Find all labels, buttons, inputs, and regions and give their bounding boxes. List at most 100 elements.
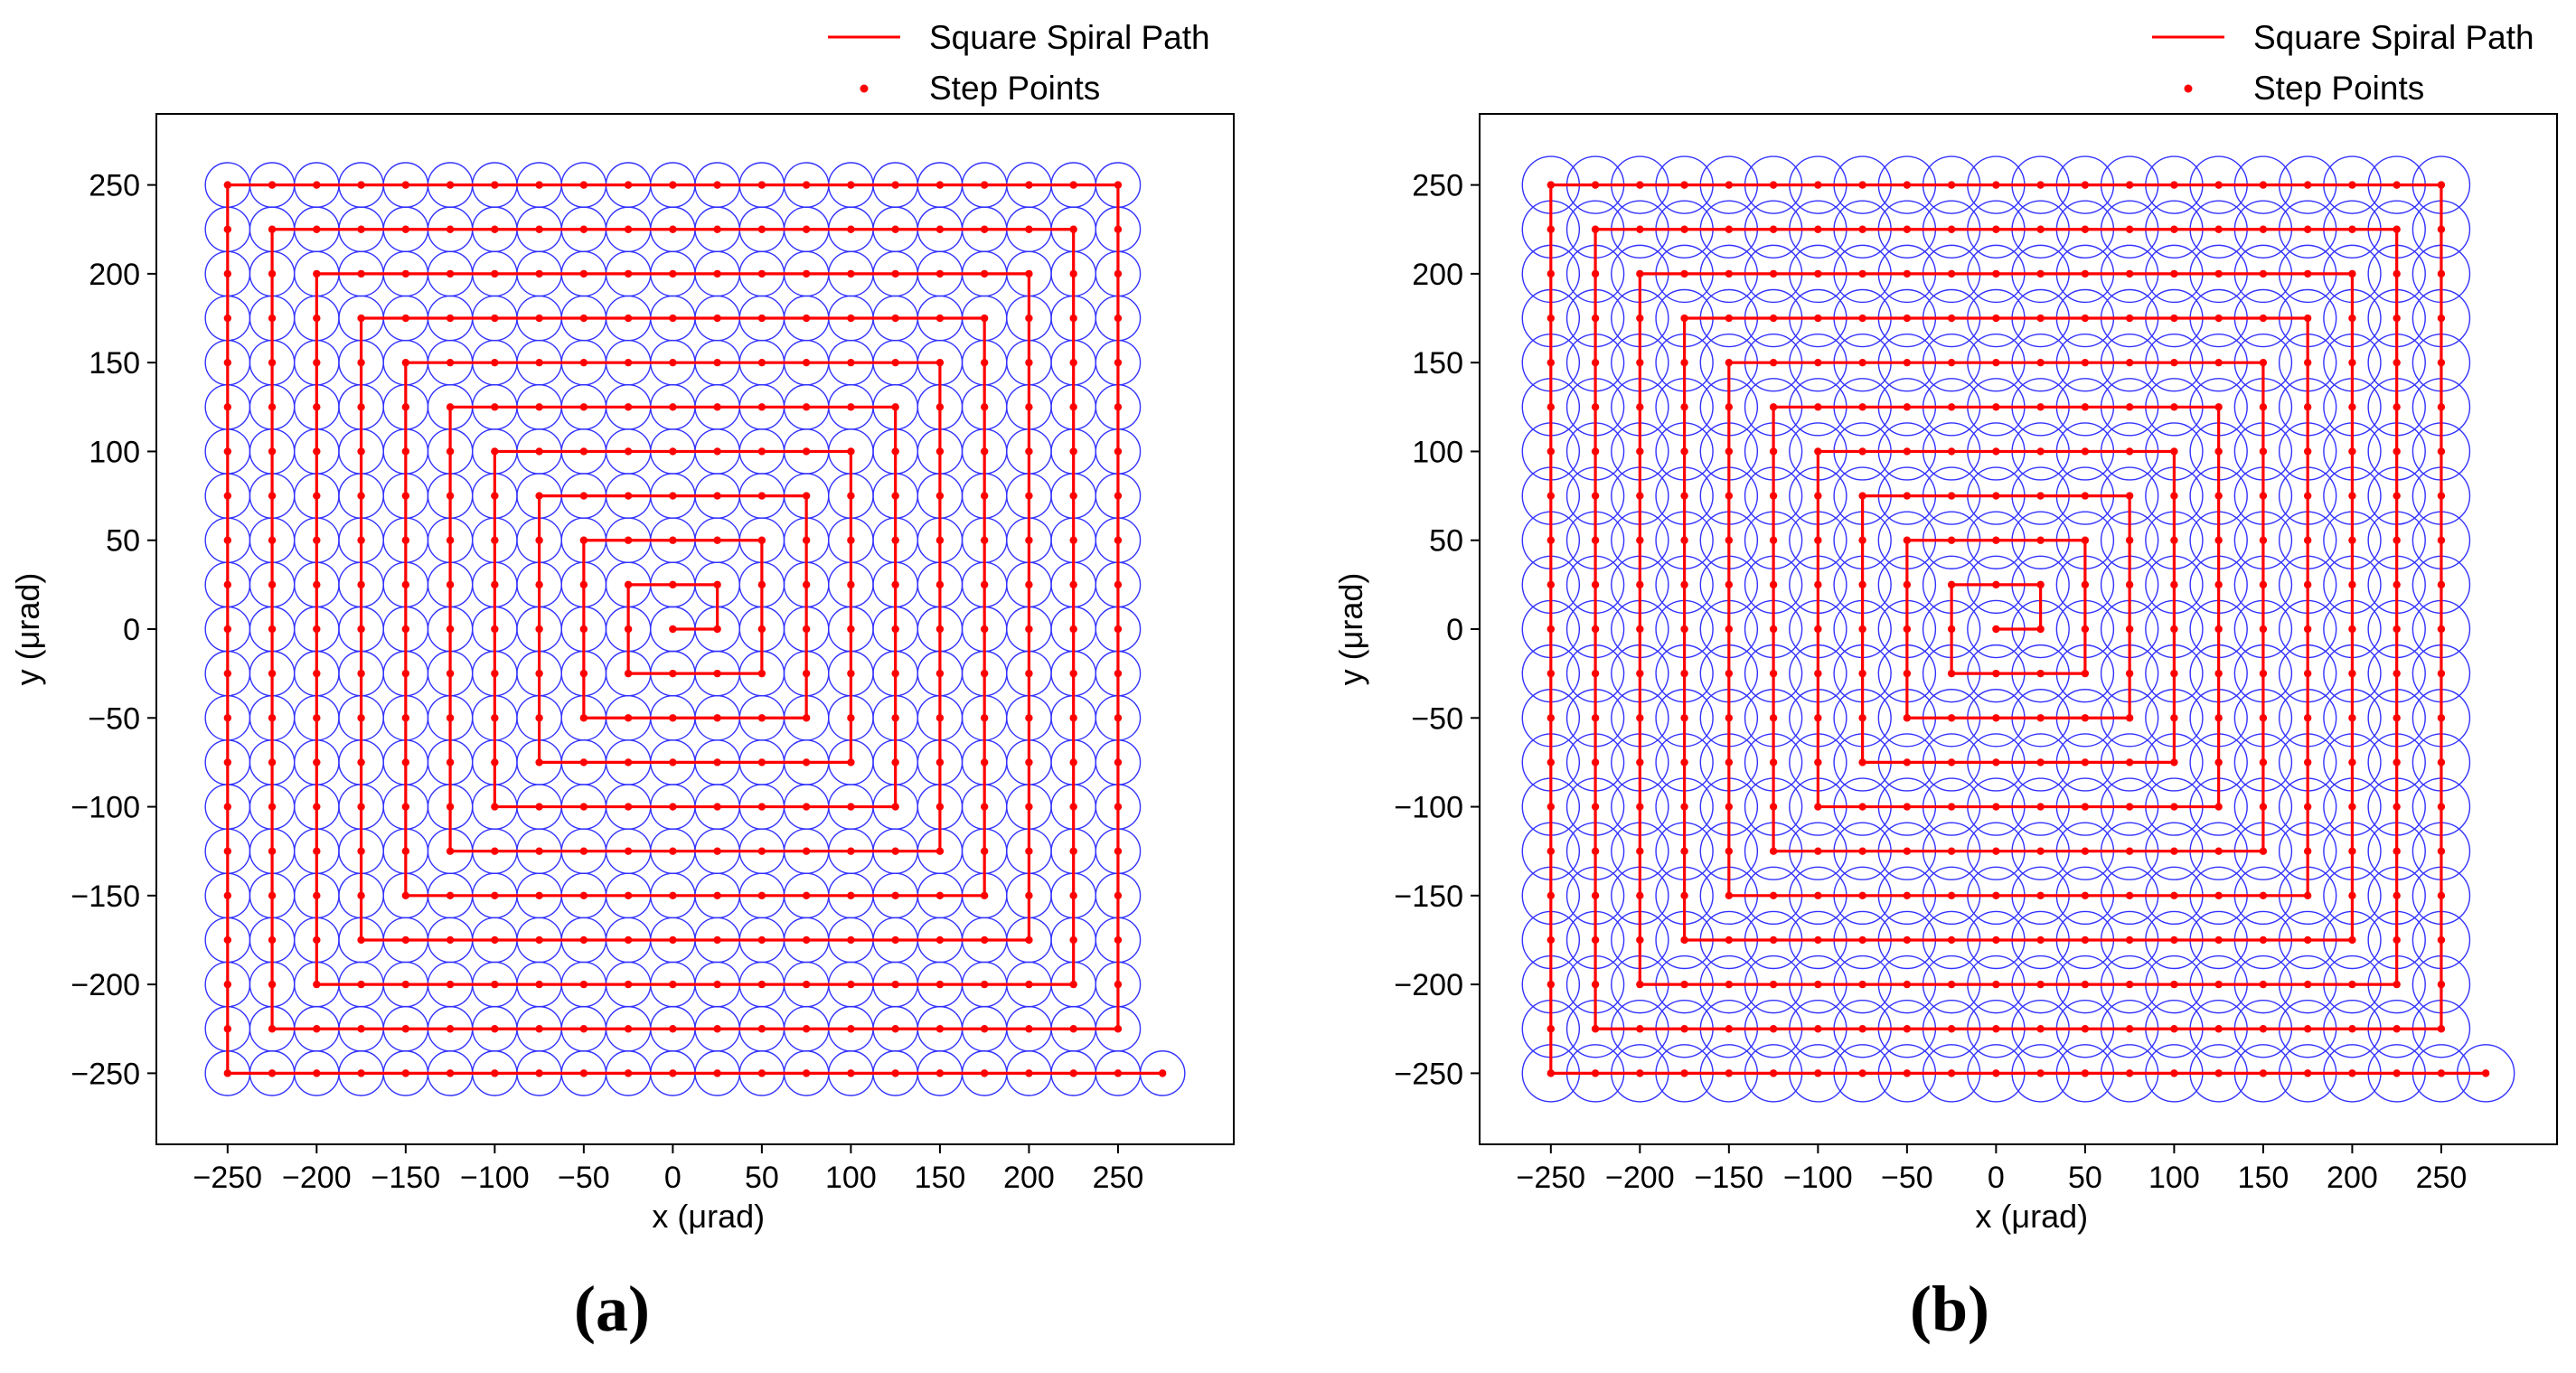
step-point: [2081, 580, 2090, 589]
step-point: [713, 1069, 721, 1077]
step-point: [268, 758, 277, 766]
step-point: [1547, 847, 1556, 855]
step-point: [847, 492, 855, 500]
step-point: [891, 669, 899, 678]
step-point: [1636, 269, 1644, 278]
step-point: [1903, 847, 1912, 855]
step-point: [1591, 181, 1600, 189]
step-point: [446, 447, 455, 456]
step-point: [1025, 936, 1033, 945]
step-point: [2259, 181, 2268, 189]
step-point: [1814, 314, 1822, 323]
step-point: [1591, 314, 1600, 323]
step-point: [2393, 980, 2401, 989]
step-point: [1947, 580, 1956, 589]
x-tick-label: −200: [1605, 1161, 1675, 1195]
step-point: [1547, 314, 1556, 323]
step-point: [1114, 536, 1123, 544]
step-point: [1814, 1069, 1822, 1077]
step-point: [1725, 536, 1734, 544]
step-point: [891, 847, 899, 855]
step-point: [669, 891, 677, 900]
step-point: [2170, 536, 2178, 544]
step-point: [847, 847, 855, 855]
step-point: [1992, 536, 2000, 544]
step-point: [2081, 1069, 2090, 1077]
step-point: [2036, 580, 2045, 589]
step-point: [1725, 403, 1734, 411]
step-point: [1680, 225, 1688, 233]
step-point: [2303, 536, 2312, 544]
y-axis-label: y (μrad): [9, 573, 46, 686]
step-point: [1947, 269, 1956, 278]
step-point: [2259, 225, 2268, 233]
step-point: [1992, 181, 2000, 189]
step-point: [2081, 314, 2090, 323]
step-point: [1725, 580, 1734, 589]
y-tick-label: 250: [1412, 169, 1463, 203]
step-point: [1025, 447, 1033, 456]
step-point: [757, 891, 766, 900]
step-point: [1769, 1025, 1778, 1033]
step-point: [2036, 803, 2045, 811]
step-point: [2214, 314, 2223, 323]
step-point: [891, 758, 899, 766]
step-point: [401, 225, 410, 233]
step-point: [1680, 891, 1688, 900]
step-point: [1903, 669, 1912, 678]
step-point: [2125, 447, 2134, 456]
step-point: [357, 225, 365, 233]
step-point: [1025, 847, 1033, 855]
step-point: [268, 625, 277, 634]
step-point: [1591, 803, 1600, 811]
step-point: [446, 536, 455, 544]
step-point: [2170, 403, 2178, 411]
step-point: [313, 847, 321, 855]
y-tick-label: −150: [71, 879, 140, 914]
step-point: [1547, 936, 1556, 945]
step-point: [223, 447, 232, 456]
step-point: [2214, 891, 2223, 900]
step-point: [624, 492, 633, 500]
step-point: [2303, 225, 2312, 233]
step-point: [2125, 580, 2134, 589]
step-point: [357, 269, 365, 278]
step-point: [935, 225, 945, 233]
step-point: [1769, 447, 1778, 456]
y-tick-label: 0: [123, 613, 140, 647]
step-point: [1814, 891, 1822, 900]
step-point: [1025, 225, 1033, 233]
step-point: [1025, 314, 1033, 323]
step-point: [1114, 580, 1123, 589]
step-point: [2036, 536, 2045, 544]
step-point: [1547, 1025, 1556, 1033]
step-point: [446, 803, 455, 811]
step-point: [2214, 936, 2223, 945]
x-axis-label: x (μrad): [1975, 1198, 2088, 1235]
step-point: [1814, 980, 1822, 989]
step-point: [1947, 936, 1956, 945]
step-point: [802, 847, 811, 855]
step-point: [223, 803, 232, 811]
step-point: [669, 625, 677, 634]
step-point: [535, 803, 543, 811]
step-point: [1947, 625, 1956, 634]
step-point: [980, 447, 989, 456]
step-point: [1814, 580, 1822, 589]
step-point: [1903, 891, 1912, 900]
step-point: [1725, 714, 1734, 722]
step-point: [980, 403, 989, 411]
step-point: [2170, 1025, 2178, 1033]
step-point: [1680, 536, 1688, 544]
step-point: [1814, 803, 1822, 811]
step-point: [1947, 891, 1956, 900]
step-point: [223, 625, 232, 634]
step-point: [1636, 492, 1644, 500]
step-point: [268, 269, 277, 278]
step-point: [535, 714, 543, 722]
step-point: [1680, 714, 1688, 722]
step-point: [491, 847, 499, 855]
step-point: [1591, 580, 1600, 589]
step-point: [223, 980, 232, 989]
step-point: [713, 447, 721, 456]
